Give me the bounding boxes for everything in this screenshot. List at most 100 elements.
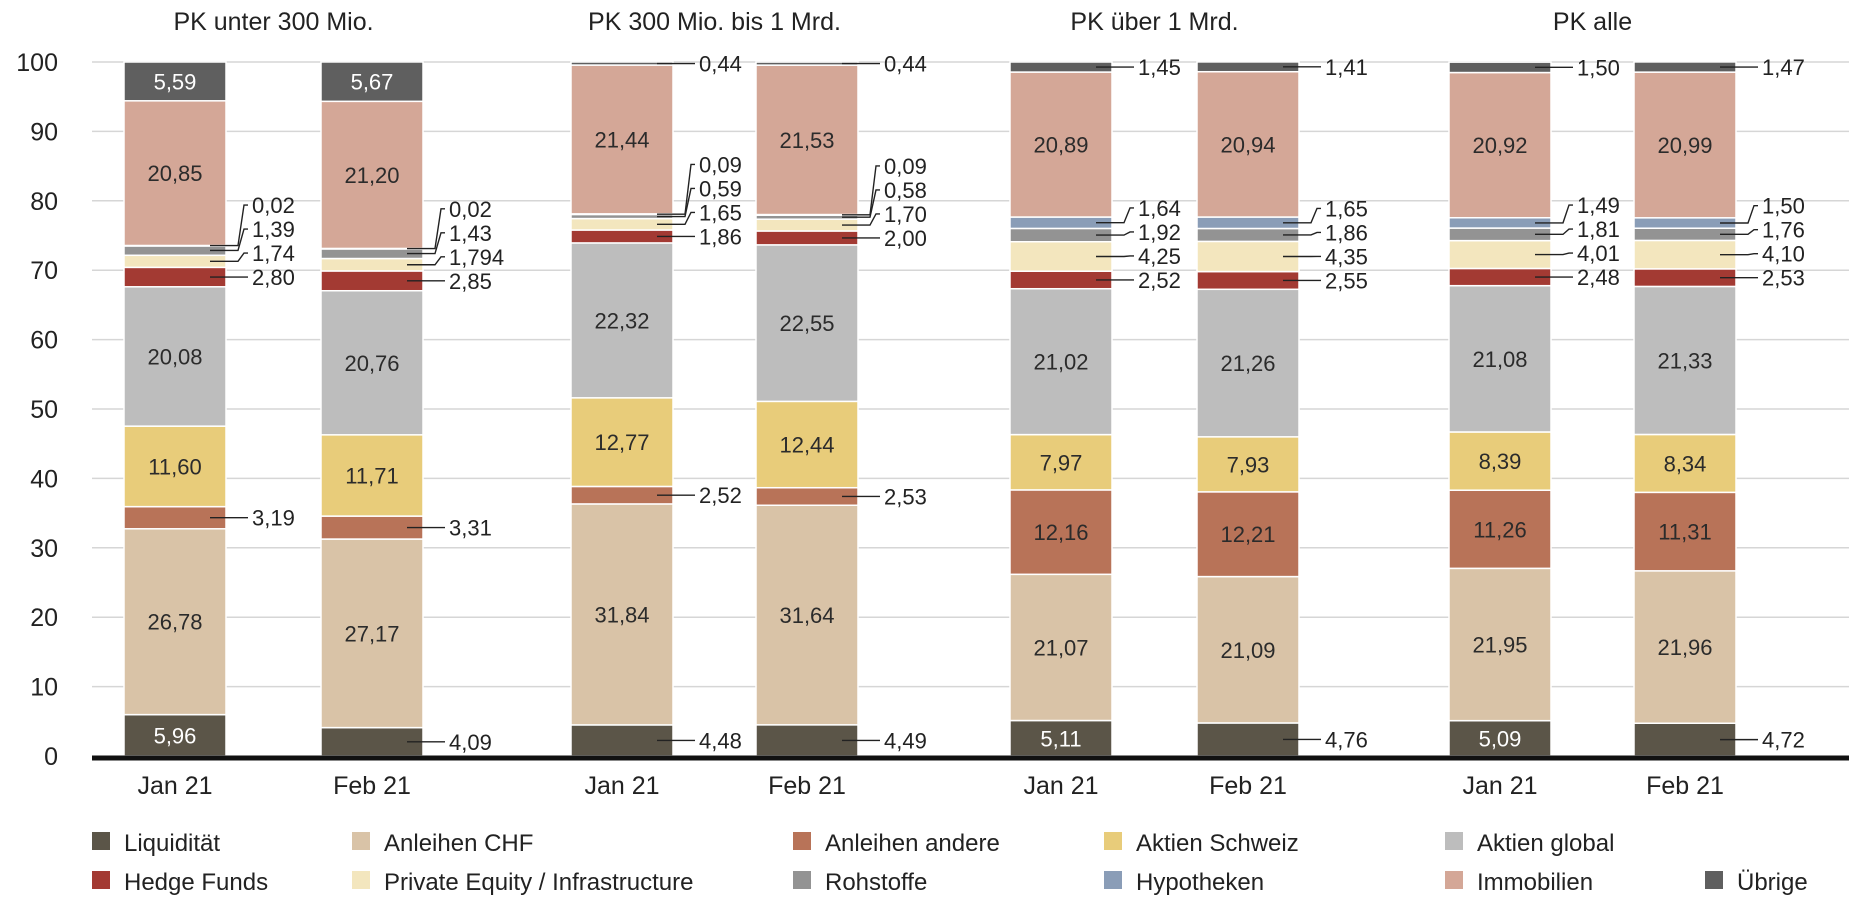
y-tick-label: 90 xyxy=(30,118,58,146)
legend-label: Rohstoffe xyxy=(825,869,927,896)
callout-label: 1,65 xyxy=(1325,196,1368,221)
callout-label: 0,44 xyxy=(699,52,742,77)
callout-label: 3,19 xyxy=(252,506,295,531)
callout-label: 1,81 xyxy=(1577,217,1620,242)
legend-swatch xyxy=(1104,832,1122,850)
bar-segment xyxy=(123,100,227,247)
callout-label: 2,52 xyxy=(699,483,742,508)
y-tick-label: 70 xyxy=(30,257,58,285)
data-label: 22,32 xyxy=(594,308,649,333)
y-tick-label: 100 xyxy=(16,49,58,77)
callout-label: 1,86 xyxy=(1325,220,1368,245)
data-label: 5,67 xyxy=(351,70,394,95)
y-tick-label: 10 xyxy=(30,674,58,702)
x-tick-label: Feb 21 xyxy=(1646,772,1724,800)
callout-label: 1,70 xyxy=(884,202,927,227)
legend-swatch xyxy=(92,832,110,850)
bar-segment xyxy=(320,289,424,436)
data-label: 21,07 xyxy=(1033,635,1088,660)
data-label: 21,95 xyxy=(1472,633,1527,658)
data-label: 11,26 xyxy=(1473,517,1526,542)
callout-label: 3,31 xyxy=(449,516,492,541)
bar-segment xyxy=(1448,567,1552,722)
callout-line xyxy=(1720,204,1758,224)
y-tick-label: 80 xyxy=(30,188,58,216)
bar-segment xyxy=(1448,489,1552,570)
bar-segment xyxy=(1633,239,1737,270)
bar-segment xyxy=(1009,489,1113,576)
callout-line xyxy=(657,163,695,215)
bar-segment xyxy=(1633,285,1737,436)
legend-label: Private Equity / Infrastructure xyxy=(384,869,693,896)
x-tick-label: Jan 21 xyxy=(137,772,212,800)
group-title: PK 300 Mio. bis 1 Mrd. xyxy=(588,8,841,36)
group-title: PK über 1 Mrd. xyxy=(1070,8,1238,36)
callout-label: 0,59 xyxy=(699,176,742,201)
bar-segment xyxy=(1009,719,1113,757)
callout-line xyxy=(1283,231,1321,236)
callout-line xyxy=(1535,204,1573,224)
legend-label: Übrige xyxy=(1737,869,1808,896)
callout-label: 1,92 xyxy=(1138,220,1181,245)
data-label: 21,08 xyxy=(1472,347,1527,372)
legend-label: Anleihen andere xyxy=(825,830,1000,857)
bar-segment xyxy=(1448,719,1552,757)
bar-segment xyxy=(123,286,227,427)
callout-label: 1,74 xyxy=(252,241,295,266)
bar-segment xyxy=(1448,71,1552,219)
data-label: 26,78 xyxy=(147,610,202,635)
legend-swatch xyxy=(793,871,811,889)
callout-line xyxy=(1535,228,1573,236)
legend-swatch xyxy=(1445,832,1463,850)
callout-line xyxy=(210,252,248,263)
callout-label: 1,794 xyxy=(449,245,504,270)
callout-label: 2,48 xyxy=(1577,265,1620,290)
callouts: 3,192,801,741,390,024,093,312,851,7941,4… xyxy=(210,52,1805,755)
legend-swatch xyxy=(1104,871,1122,889)
y-tick-label: 30 xyxy=(30,535,58,563)
bar-segment xyxy=(570,397,674,488)
bar-segment xyxy=(1196,491,1300,578)
data-label: 5,96 xyxy=(154,723,197,748)
y-tick-label: 50 xyxy=(30,396,58,424)
legend-label: Anleihen CHF xyxy=(384,830,533,857)
data-label: 21,20 xyxy=(344,163,399,188)
callout-line xyxy=(1096,255,1134,258)
data-label: 12,21 xyxy=(1220,522,1275,547)
legend-swatch xyxy=(352,832,370,850)
legend-swatch xyxy=(352,871,370,889)
legend-label: Aktien global xyxy=(1477,830,1614,857)
callout-line xyxy=(1535,252,1573,256)
callout-label: 1,50 xyxy=(1762,194,1805,219)
callout-label: 2,00 xyxy=(884,226,927,251)
callout-label: 0,44 xyxy=(884,52,927,77)
legend-swatch xyxy=(1445,871,1463,889)
data-label: 21,26 xyxy=(1220,351,1275,376)
data-label: 5,59 xyxy=(154,69,197,94)
data-label: 22,55 xyxy=(779,311,834,336)
callout-label: 1,43 xyxy=(449,221,492,246)
x-axis: Jan 21 Feb 21 Jan 21 Feb 21 Jan 21 Feb 21 Jan … xyxy=(92,755,1849,800)
x-tick-label: Feb 21 xyxy=(333,772,411,800)
bar-segment xyxy=(570,503,674,726)
x-tick-label: Feb 21 xyxy=(1209,772,1287,800)
bar-segment xyxy=(1196,240,1300,273)
callout-label: 2,55 xyxy=(1325,268,1368,293)
y-tick-label: 60 xyxy=(30,327,58,355)
y-tick-label: 20 xyxy=(30,604,58,632)
data-label: 21,33 xyxy=(1657,348,1712,373)
data-label: 8,39 xyxy=(1479,449,1522,474)
callout-label: 4,48 xyxy=(699,728,742,753)
callout-label: 1,49 xyxy=(1577,193,1620,218)
data-label: 12,16 xyxy=(1033,520,1088,545)
callout-label: 2,53 xyxy=(1762,266,1805,291)
callout-label: 1,86 xyxy=(699,224,742,249)
legend-swatch xyxy=(92,871,110,889)
legend-swatch xyxy=(1705,871,1723,889)
legend-label: Immobilien xyxy=(1477,869,1593,896)
group-titles: PK unter 300 Mio. PK 300 Mio. bis 1 Mrd. P… xyxy=(173,8,1632,36)
callout-label: 1,50 xyxy=(1577,55,1620,80)
callout-line xyxy=(657,211,695,225)
data-label: 5,11 xyxy=(1040,726,1081,751)
callout-line xyxy=(1096,207,1134,224)
